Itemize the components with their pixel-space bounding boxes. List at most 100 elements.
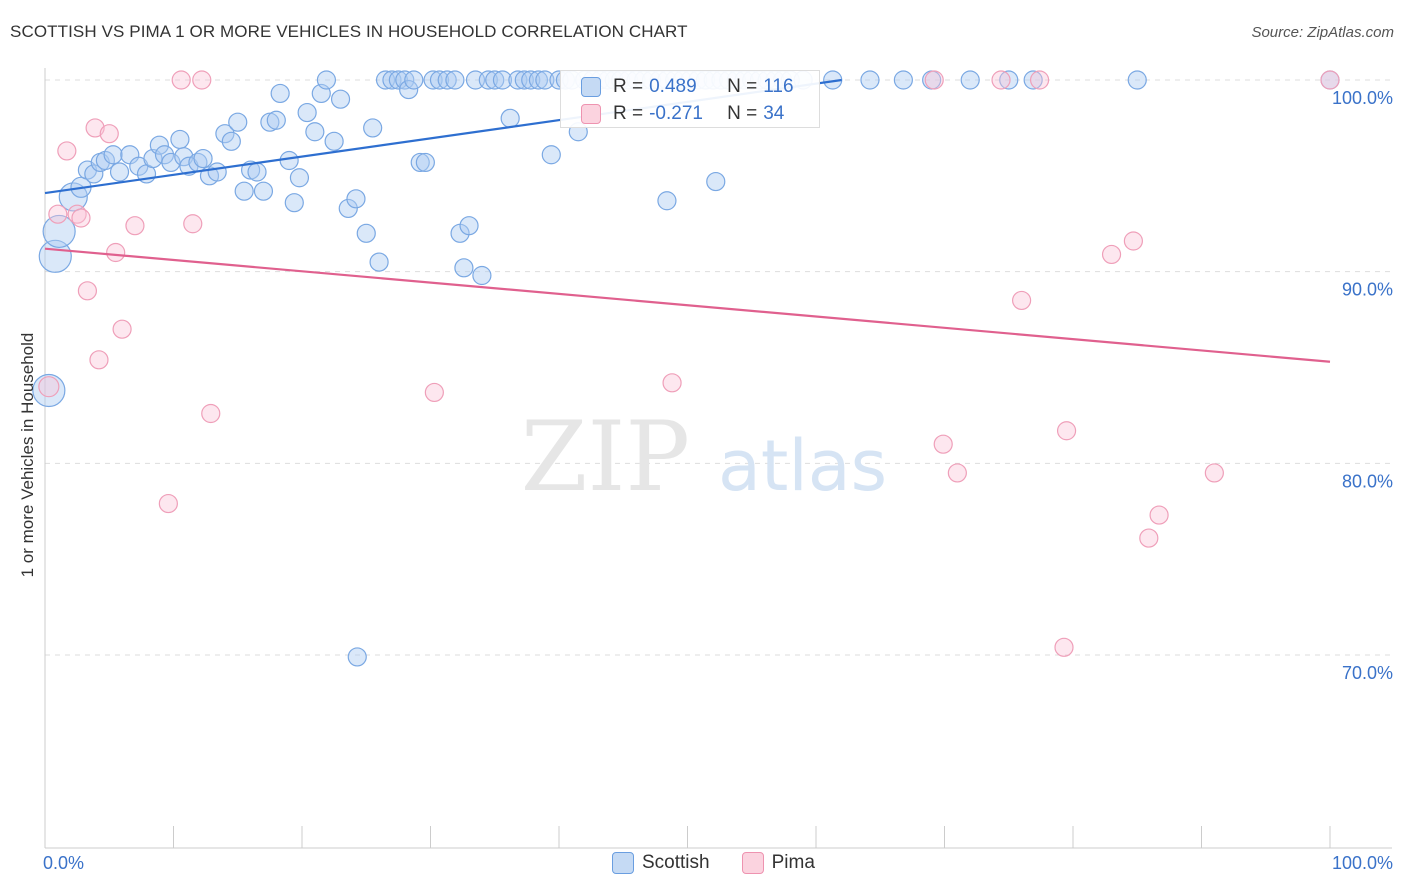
scottish-point	[893, 70, 913, 90]
pima-point	[85, 118, 105, 138]
scottish-point	[363, 118, 383, 138]
pima-point	[71, 208, 91, 228]
scottish-point	[193, 148, 213, 169]
scottish-point	[437, 70, 457, 90]
scottish-point	[270, 83, 290, 104]
scottish-point	[485, 70, 505, 90]
blue-square-icon	[612, 852, 634, 874]
pima-point	[424, 382, 444, 403]
scottish-point	[347, 647, 367, 667]
watermark-atlas: atlas	[718, 425, 887, 507]
scottish-point	[284, 193, 304, 213]
scottish-point	[149, 135, 169, 155]
n-value: 116	[763, 76, 794, 97]
scottish-point	[289, 168, 310, 188]
scottish-point	[472, 265, 492, 286]
scottish-point	[478, 70, 498, 90]
pima-point	[201, 403, 221, 424]
pima-point	[1139, 528, 1159, 548]
legend-label: Scottish	[642, 852, 710, 873]
scottish-point	[174, 147, 194, 167]
axis-layer	[44, 68, 1392, 849]
grid-layer	[45, 79, 1395, 656]
scottish-point	[42, 214, 76, 249]
pima-point	[48, 204, 68, 224]
watermark: ZIP atlas	[521, 401, 887, 513]
scottish-point	[316, 70, 337, 90]
scottish-point	[445, 70, 465, 90]
r-value: 0.489	[649, 76, 697, 97]
scottish-point	[1023, 70, 1043, 90]
pima-point	[1029, 70, 1050, 90]
scottish-point	[84, 164, 104, 184]
scottish-point	[429, 70, 450, 90]
pima-point	[1054, 637, 1074, 657]
points-layer	[32, 70, 1340, 667]
scottish-point	[103, 145, 123, 165]
pima-point	[1123, 231, 1143, 251]
pima-point	[183, 214, 203, 234]
scottish-point	[999, 70, 1019, 90]
scottish-point	[369, 252, 389, 272]
pima-point	[1101, 244, 1122, 265]
scottish-point	[415, 152, 435, 173]
scottish-point	[823, 70, 843, 90]
pima-point	[171, 70, 191, 90]
scottish-point	[330, 89, 351, 109]
stats-row-pima: R = -0.271 N = 34	[581, 101, 784, 127]
scottish-point	[207, 162, 227, 182]
pima-point	[89, 350, 109, 370]
scottish-point	[32, 373, 66, 408]
scottish-point	[492, 70, 513, 90]
scottish-point	[346, 189, 366, 209]
scottish-point	[356, 223, 376, 243]
x-tick-label: 0.0%	[43, 853, 84, 873]
tick-labels: 70.0% 80.0% 90.0% 100.0% 0.0% 100.0%	[43, 88, 1393, 873]
legend-label: Pima	[771, 852, 815, 873]
legend-item-scottish[interactable]: Scottish	[612, 852, 710, 874]
y-tick-label: 90.0%	[1342, 280, 1393, 300]
watermark-zip: ZIP	[521, 401, 690, 513]
stats-row-scottish: R = 0.489 N = 116	[581, 74, 794, 100]
legend: Scottish Pima	[612, 852, 837, 874]
scottish-point	[154, 145, 175, 165]
y-tick-label: 80.0%	[1342, 471, 1393, 491]
scottish-point	[266, 110, 286, 130]
legend-item-pima[interactable]: Pima	[741, 852, 815, 874]
source-label: Source: ZipAtlas.com	[1251, 24, 1394, 41]
pima-trend-line	[44, 247, 1331, 363]
pima-point	[112, 319, 132, 339]
scottish-point	[215, 124, 235, 144]
n-label: N =	[727, 76, 758, 97]
chart-title: SCOTTISH VS PIMA 1 OR MORE VEHICLES IN H…	[10, 22, 688, 41]
pima-point	[1149, 505, 1169, 525]
scottish-point	[657, 191, 677, 211]
r-label: R =	[613, 103, 644, 124]
scottish-point	[535, 70, 555, 90]
pima-point	[947, 463, 967, 483]
scottish-point	[404, 70, 424, 90]
y-axis-label: 1 or more Vehicles in Household	[18, 332, 37, 578]
scottish-point	[860, 70, 880, 90]
y-tick-label: 100.0%	[1332, 88, 1393, 108]
scottish-point	[247, 162, 267, 182]
pima-point	[192, 70, 212, 90]
scottish-point	[960, 70, 980, 90]
pima-point	[1011, 290, 1032, 311]
scottish-point	[297, 102, 317, 123]
pima-point	[924, 70, 944, 90]
pima-point	[662, 373, 682, 393]
pima-point	[933, 434, 953, 454]
scottish-point	[234, 181, 254, 201]
pima-point	[57, 141, 77, 161]
scottish-point	[324, 131, 344, 151]
scottish-point	[500, 108, 520, 128]
scottish-point	[221, 131, 241, 151]
pima-point	[1320, 70, 1340, 90]
pima-point	[67, 204, 87, 224]
scottish-point	[528, 70, 549, 90]
scottish-point	[521, 70, 541, 90]
n-value: 34	[763, 103, 785, 124]
scottish-point	[279, 150, 299, 171]
